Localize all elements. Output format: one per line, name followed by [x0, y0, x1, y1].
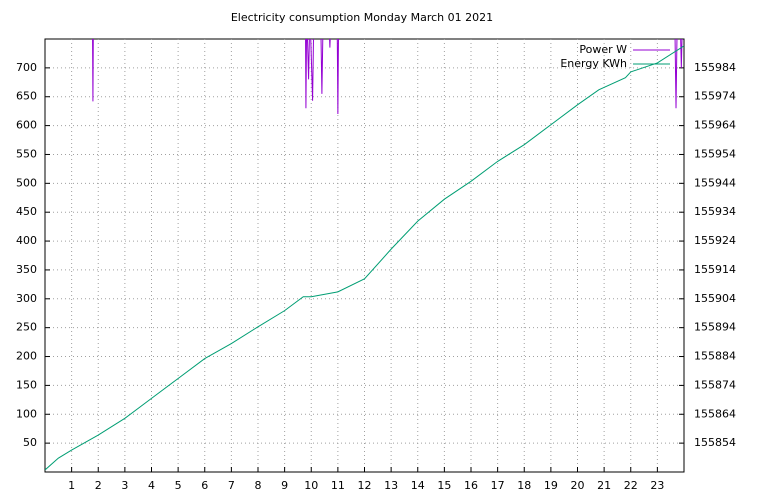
y2-tick-label: 155914	[694, 263, 736, 276]
x-tick-label: 12	[358, 479, 372, 492]
x-tick-label: 4	[148, 479, 155, 492]
x-tick-label: 13	[384, 479, 398, 492]
y2-tick-label: 155874	[694, 378, 736, 391]
y-tick-label: 150	[16, 378, 37, 391]
y-tick-label: 200	[16, 350, 37, 363]
y2-tick-label: 155924	[694, 234, 736, 247]
y2-tick-label: 155864	[694, 407, 736, 420]
y2-tick-label: 155954	[694, 147, 736, 160]
x-tick-label: 5	[175, 479, 182, 492]
x-tick-label: 20	[571, 479, 585, 492]
plot-area	[45, 39, 684, 471]
y2-tick-label: 155934	[694, 205, 736, 218]
y2-tick-label: 155974	[694, 90, 736, 103]
y2-tick-label: 155854	[694, 436, 736, 449]
legend-label: Energy KWh	[560, 57, 627, 70]
x-tick-label: 7	[228, 479, 235, 492]
legend-label: Power W	[579, 43, 627, 56]
x-tick-label: 22	[624, 479, 638, 492]
x-tick-label: 19	[544, 479, 558, 492]
x-tick-label: 21	[597, 479, 611, 492]
x-tick-label: 6	[201, 479, 208, 492]
y2-tick-label: 155964	[694, 119, 736, 132]
y-tick-label: 400	[16, 234, 37, 247]
y2-tick-label: 155884	[694, 350, 736, 363]
series-line	[45, 45, 684, 471]
x-tick-label: 2	[95, 479, 102, 492]
x-tick-label: 3	[121, 479, 128, 492]
x-tick-label: 14	[411, 479, 425, 492]
y-tick-label: 550	[16, 147, 37, 160]
y-tick-label: 250	[16, 321, 37, 334]
y-tick-label: 350	[16, 263, 37, 276]
x-tick-label: 17	[491, 479, 505, 492]
y2-tick-label: 155984	[694, 61, 736, 74]
y2-tick-label: 155904	[694, 292, 736, 305]
x-tick-label: 18	[517, 479, 531, 492]
y2-tick-label: 155894	[694, 321, 736, 334]
y-tick-label: 650	[16, 90, 37, 103]
x-tick-label: 16	[464, 479, 478, 492]
y2-tick-label: 155944	[694, 176, 736, 189]
y-tick-label: 300	[16, 292, 37, 305]
x-tick-label: 11	[331, 479, 345, 492]
x-tick-label: 10	[304, 479, 318, 492]
y-tick-label: 100	[16, 407, 37, 420]
series-line	[92, 39, 683, 115]
y-tick-label: 500	[16, 176, 37, 189]
y-tick-label: 700	[16, 61, 37, 74]
x-tick-label: 15	[437, 479, 451, 492]
x-tick-label: 8	[255, 479, 262, 492]
y-tick-label: 450	[16, 205, 37, 218]
chart-title: Electricity consumption Monday March 01 …	[231, 11, 493, 24]
x-tick-label: 1	[68, 479, 75, 492]
y-tick-label: 50	[23, 436, 37, 449]
y-tick-label: 600	[16, 119, 37, 132]
x-tick-label: 23	[650, 479, 664, 492]
x-tick-label: 9	[281, 479, 288, 492]
